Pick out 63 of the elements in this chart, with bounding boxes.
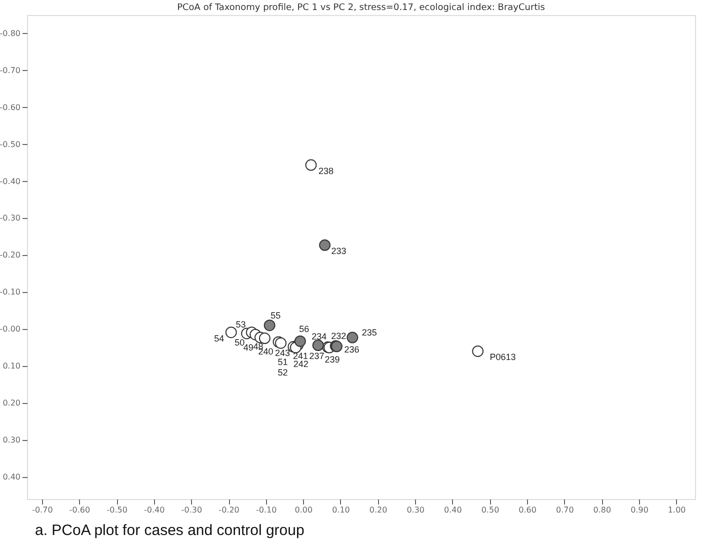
annotation: 49 xyxy=(243,342,254,353)
point xyxy=(275,337,287,349)
x-tick-label: 0.60 xyxy=(518,506,536,514)
y-tick-label: -0.30 xyxy=(0,214,20,223)
x-tick-label: 0.30 xyxy=(406,506,425,514)
x-tick-label: 0.20 xyxy=(369,506,388,514)
annotation: 51 xyxy=(278,357,288,368)
point xyxy=(258,332,270,344)
x-tick-label: -0.30 xyxy=(181,506,202,514)
annotation: 239 xyxy=(324,354,340,365)
annotation: 53 xyxy=(236,319,246,330)
x-tick-label: 0.10 xyxy=(332,506,350,514)
x-tick-label: 0.50 xyxy=(481,506,500,514)
x-tick-label: 0.00 xyxy=(294,506,313,514)
y-tick-label: -0.70 xyxy=(0,66,20,75)
annotation: 236 xyxy=(344,344,360,354)
y-tick-label: 0.40 xyxy=(2,472,20,482)
y-tick-label: 0.30 xyxy=(2,435,20,444)
annotation: 52 xyxy=(278,368,288,378)
x-tick-label: -0.10 xyxy=(256,506,277,514)
annotation: 238 xyxy=(318,166,334,176)
annotation: 237 xyxy=(309,351,324,362)
annotation: 243 xyxy=(275,348,290,358)
point xyxy=(264,320,276,332)
annotation: 56 xyxy=(299,324,310,334)
annotation: 234 xyxy=(312,331,327,342)
annotation: 242 xyxy=(293,358,308,369)
point xyxy=(472,345,484,357)
annotation: 55 xyxy=(270,310,281,320)
x-tick-label: 0.80 xyxy=(593,506,612,514)
y-tick-label: -0.50 xyxy=(0,140,20,149)
y-tick-label: -0.20 xyxy=(0,250,20,260)
y-tick-label: 0.20 xyxy=(2,398,20,408)
annotation: P0613 xyxy=(490,352,516,362)
point xyxy=(294,336,306,347)
text: a. PCoA plot for cases and control group xyxy=(35,522,304,539)
x-tick-label: -0.50 xyxy=(106,506,128,514)
y-tick-label: 0.10 xyxy=(2,361,20,370)
y-tick-label: -0.40 xyxy=(0,176,20,186)
annotation: 233 xyxy=(331,246,346,256)
x-tick-label: 0.40 xyxy=(444,506,462,514)
annotation: 54 xyxy=(214,333,224,344)
point xyxy=(305,159,317,171)
y-tick-label: -0.80 xyxy=(0,28,20,38)
point xyxy=(312,340,324,352)
annotation: 241 xyxy=(292,350,308,361)
x-tick-label: -0.40 xyxy=(144,506,165,514)
x-tick-label: 1.00 xyxy=(668,506,686,514)
x-tick-label: 0.70 xyxy=(556,506,574,514)
y-tick-label: -0.00 xyxy=(0,324,20,334)
chart-title: PCoA of Taxonomy profile, PC 1 vs PC 2, stress=0.17, ecological index: BrayCurtis xyxy=(177,3,546,13)
y-tick-label: -0.10 xyxy=(0,288,20,297)
x-tick-label: -0.60 xyxy=(69,506,90,514)
x-tick-label: -0.70 xyxy=(32,506,53,514)
x-tick-label: -0.20 xyxy=(218,506,240,514)
annotation: 50 xyxy=(234,337,245,348)
annotation: 232 xyxy=(331,331,346,342)
point xyxy=(225,326,237,338)
annotation: 235 xyxy=(362,328,377,338)
x-tick-label: 0.90 xyxy=(630,506,648,514)
point xyxy=(346,332,358,344)
point xyxy=(319,239,331,251)
y-tick-label: -0.60 xyxy=(0,102,20,112)
